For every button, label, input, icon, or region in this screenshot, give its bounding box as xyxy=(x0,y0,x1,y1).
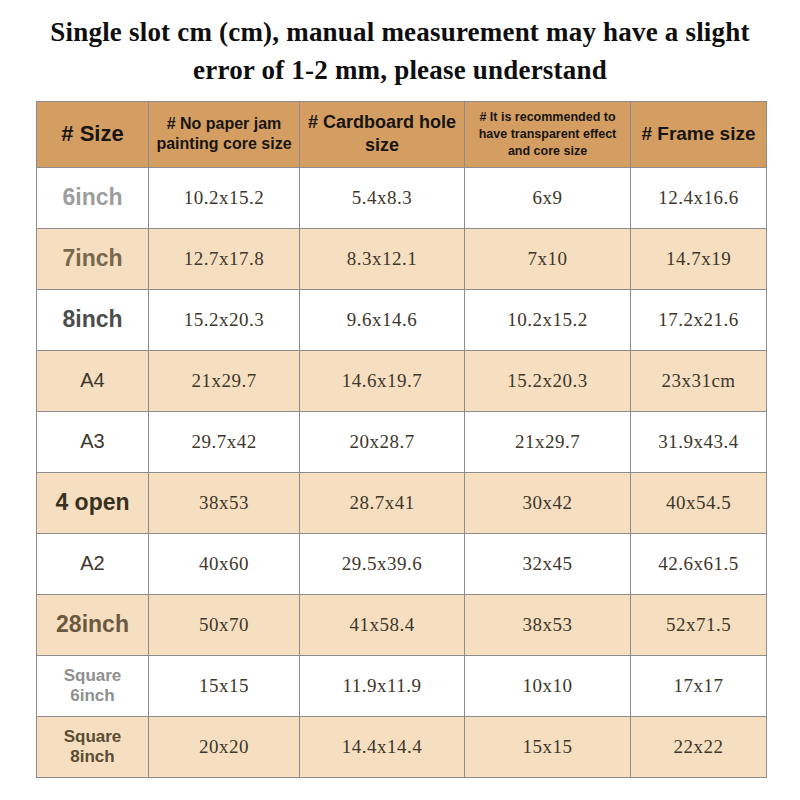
column-header-transparent: # It is recommended to have transparent … xyxy=(465,101,631,167)
table-row: 8inch15.2x20.39.6x14.610.2x15.217.2x21.6 xyxy=(37,289,767,350)
column-header-frame-size: # Frame size xyxy=(631,101,767,167)
transparent-size-value: 15x15 xyxy=(465,716,631,777)
hole-size-value: 28.7x41 xyxy=(300,472,465,533)
table-row: Square 6inch15x1511.9x11.910x1017x17 xyxy=(37,655,767,716)
hole-size-value: 20x28.7 xyxy=(300,411,465,472)
hole-size-value: 11.9x11.9 xyxy=(300,655,465,716)
size-label: 28inch xyxy=(37,594,149,655)
size-chart-page: Single slot cm (cm), manual measurement … xyxy=(0,0,800,800)
header-row: # Size # No paper jam painting core size… xyxy=(37,101,767,167)
table-row: 6inch10.2x15.25.4x8.36x912.4x16.6 xyxy=(37,167,767,228)
table-row: A240x6029.5x39.632x4542.6x61.5 xyxy=(37,533,767,594)
size-label: 7inch xyxy=(37,228,149,289)
transparent-size-value: 38x53 xyxy=(465,594,631,655)
transparent-size-value: 32x45 xyxy=(465,533,631,594)
core-size-value: 21x29.7 xyxy=(149,350,300,411)
hole-size-value: 5.4x8.3 xyxy=(300,167,465,228)
hole-size-value: 9.6x14.6 xyxy=(300,289,465,350)
title-line-1: Single slot cm (cm), manual measurement … xyxy=(0,13,800,51)
frame-size-value: 17x17 xyxy=(631,655,767,716)
column-header-size: # Size xyxy=(37,101,149,167)
core-size-value: 12.7x17.8 xyxy=(149,228,300,289)
frame-size-value: 22x22 xyxy=(631,716,767,777)
table-header: # Size # No paper jam painting core size… xyxy=(37,101,767,167)
frame-size-value: 23x31cm xyxy=(631,350,767,411)
frame-size-value: 52x71.5 xyxy=(631,594,767,655)
core-size-value: 38x53 xyxy=(149,472,300,533)
size-label: A3 xyxy=(37,411,149,472)
hole-size-value: 41x58.4 xyxy=(300,594,465,655)
title-line-2: error of 1-2 mm, please understand xyxy=(0,51,800,89)
size-label: A4 xyxy=(37,350,149,411)
frame-size-value: 14.7x19 xyxy=(631,228,767,289)
size-table-container: # Size # No paper jam painting core size… xyxy=(36,101,766,778)
transparent-size-value: 21x29.7 xyxy=(465,411,631,472)
hole-size-value: 14.4x14.4 xyxy=(300,716,465,777)
column-header-hole-size: # Cardboard hole size xyxy=(300,101,465,167)
frame-size-value: 42.6x61.5 xyxy=(631,533,767,594)
table-row: A421x29.714.6x19.715.2x20.323x31cm xyxy=(37,350,767,411)
column-header-core-size: # No paper jam painting core size xyxy=(149,101,300,167)
transparent-size-value: 15.2x20.3 xyxy=(465,350,631,411)
core-size-value: 15.2x20.3 xyxy=(149,289,300,350)
table-row: A329.7x4220x28.721x29.731.9x43.4 xyxy=(37,411,767,472)
core-size-value: 15x15 xyxy=(149,655,300,716)
hole-size-value: 8.3x12.1 xyxy=(300,228,465,289)
core-size-value: 50x70 xyxy=(149,594,300,655)
table-row: 28inch50x7041x58.438x5352x71.5 xyxy=(37,594,767,655)
transparent-size-value: 10x10 xyxy=(465,655,631,716)
frame-size-value: 12.4x16.6 xyxy=(631,167,767,228)
transparent-size-value: 10.2x15.2 xyxy=(465,289,631,350)
table-row: 7inch12.7x17.88.3x12.17x1014.7x19 xyxy=(37,228,767,289)
transparent-size-value: 6x9 xyxy=(465,167,631,228)
transparent-size-value: 7x10 xyxy=(465,228,631,289)
table-body: 6inch10.2x15.25.4x8.36x912.4x16.67inch12… xyxy=(37,167,767,777)
page-title: Single slot cm (cm), manual measurement … xyxy=(0,0,800,90)
hole-size-value: 29.5x39.6 xyxy=(300,533,465,594)
transparent-size-value: 30x42 xyxy=(465,472,631,533)
core-size-value: 20x20 xyxy=(149,716,300,777)
size-label: Square 8inch xyxy=(37,716,149,777)
frame-size-value: 31.9x43.4 xyxy=(631,411,767,472)
size-label: 4 open xyxy=(37,472,149,533)
size-label: 6inch xyxy=(37,167,149,228)
frame-size-value: 40x54.5 xyxy=(631,472,767,533)
frame-size-value: 17.2x21.6 xyxy=(631,289,767,350)
size-label: 8inch xyxy=(37,289,149,350)
core-size-value: 40x60 xyxy=(149,533,300,594)
core-size-value: 10.2x15.2 xyxy=(149,167,300,228)
size-label: A2 xyxy=(37,533,149,594)
table-row: Square 8inch20x2014.4x14.415x1522x22 xyxy=(37,716,767,777)
table-row: 4 open38x5328.7x4130x4240x54.5 xyxy=(37,472,767,533)
hole-size-value: 14.6x19.7 xyxy=(300,350,465,411)
size-label: Square 6inch xyxy=(37,655,149,716)
core-size-value: 29.7x42 xyxy=(149,411,300,472)
size-table: # Size # No paper jam painting core size… xyxy=(36,101,767,778)
